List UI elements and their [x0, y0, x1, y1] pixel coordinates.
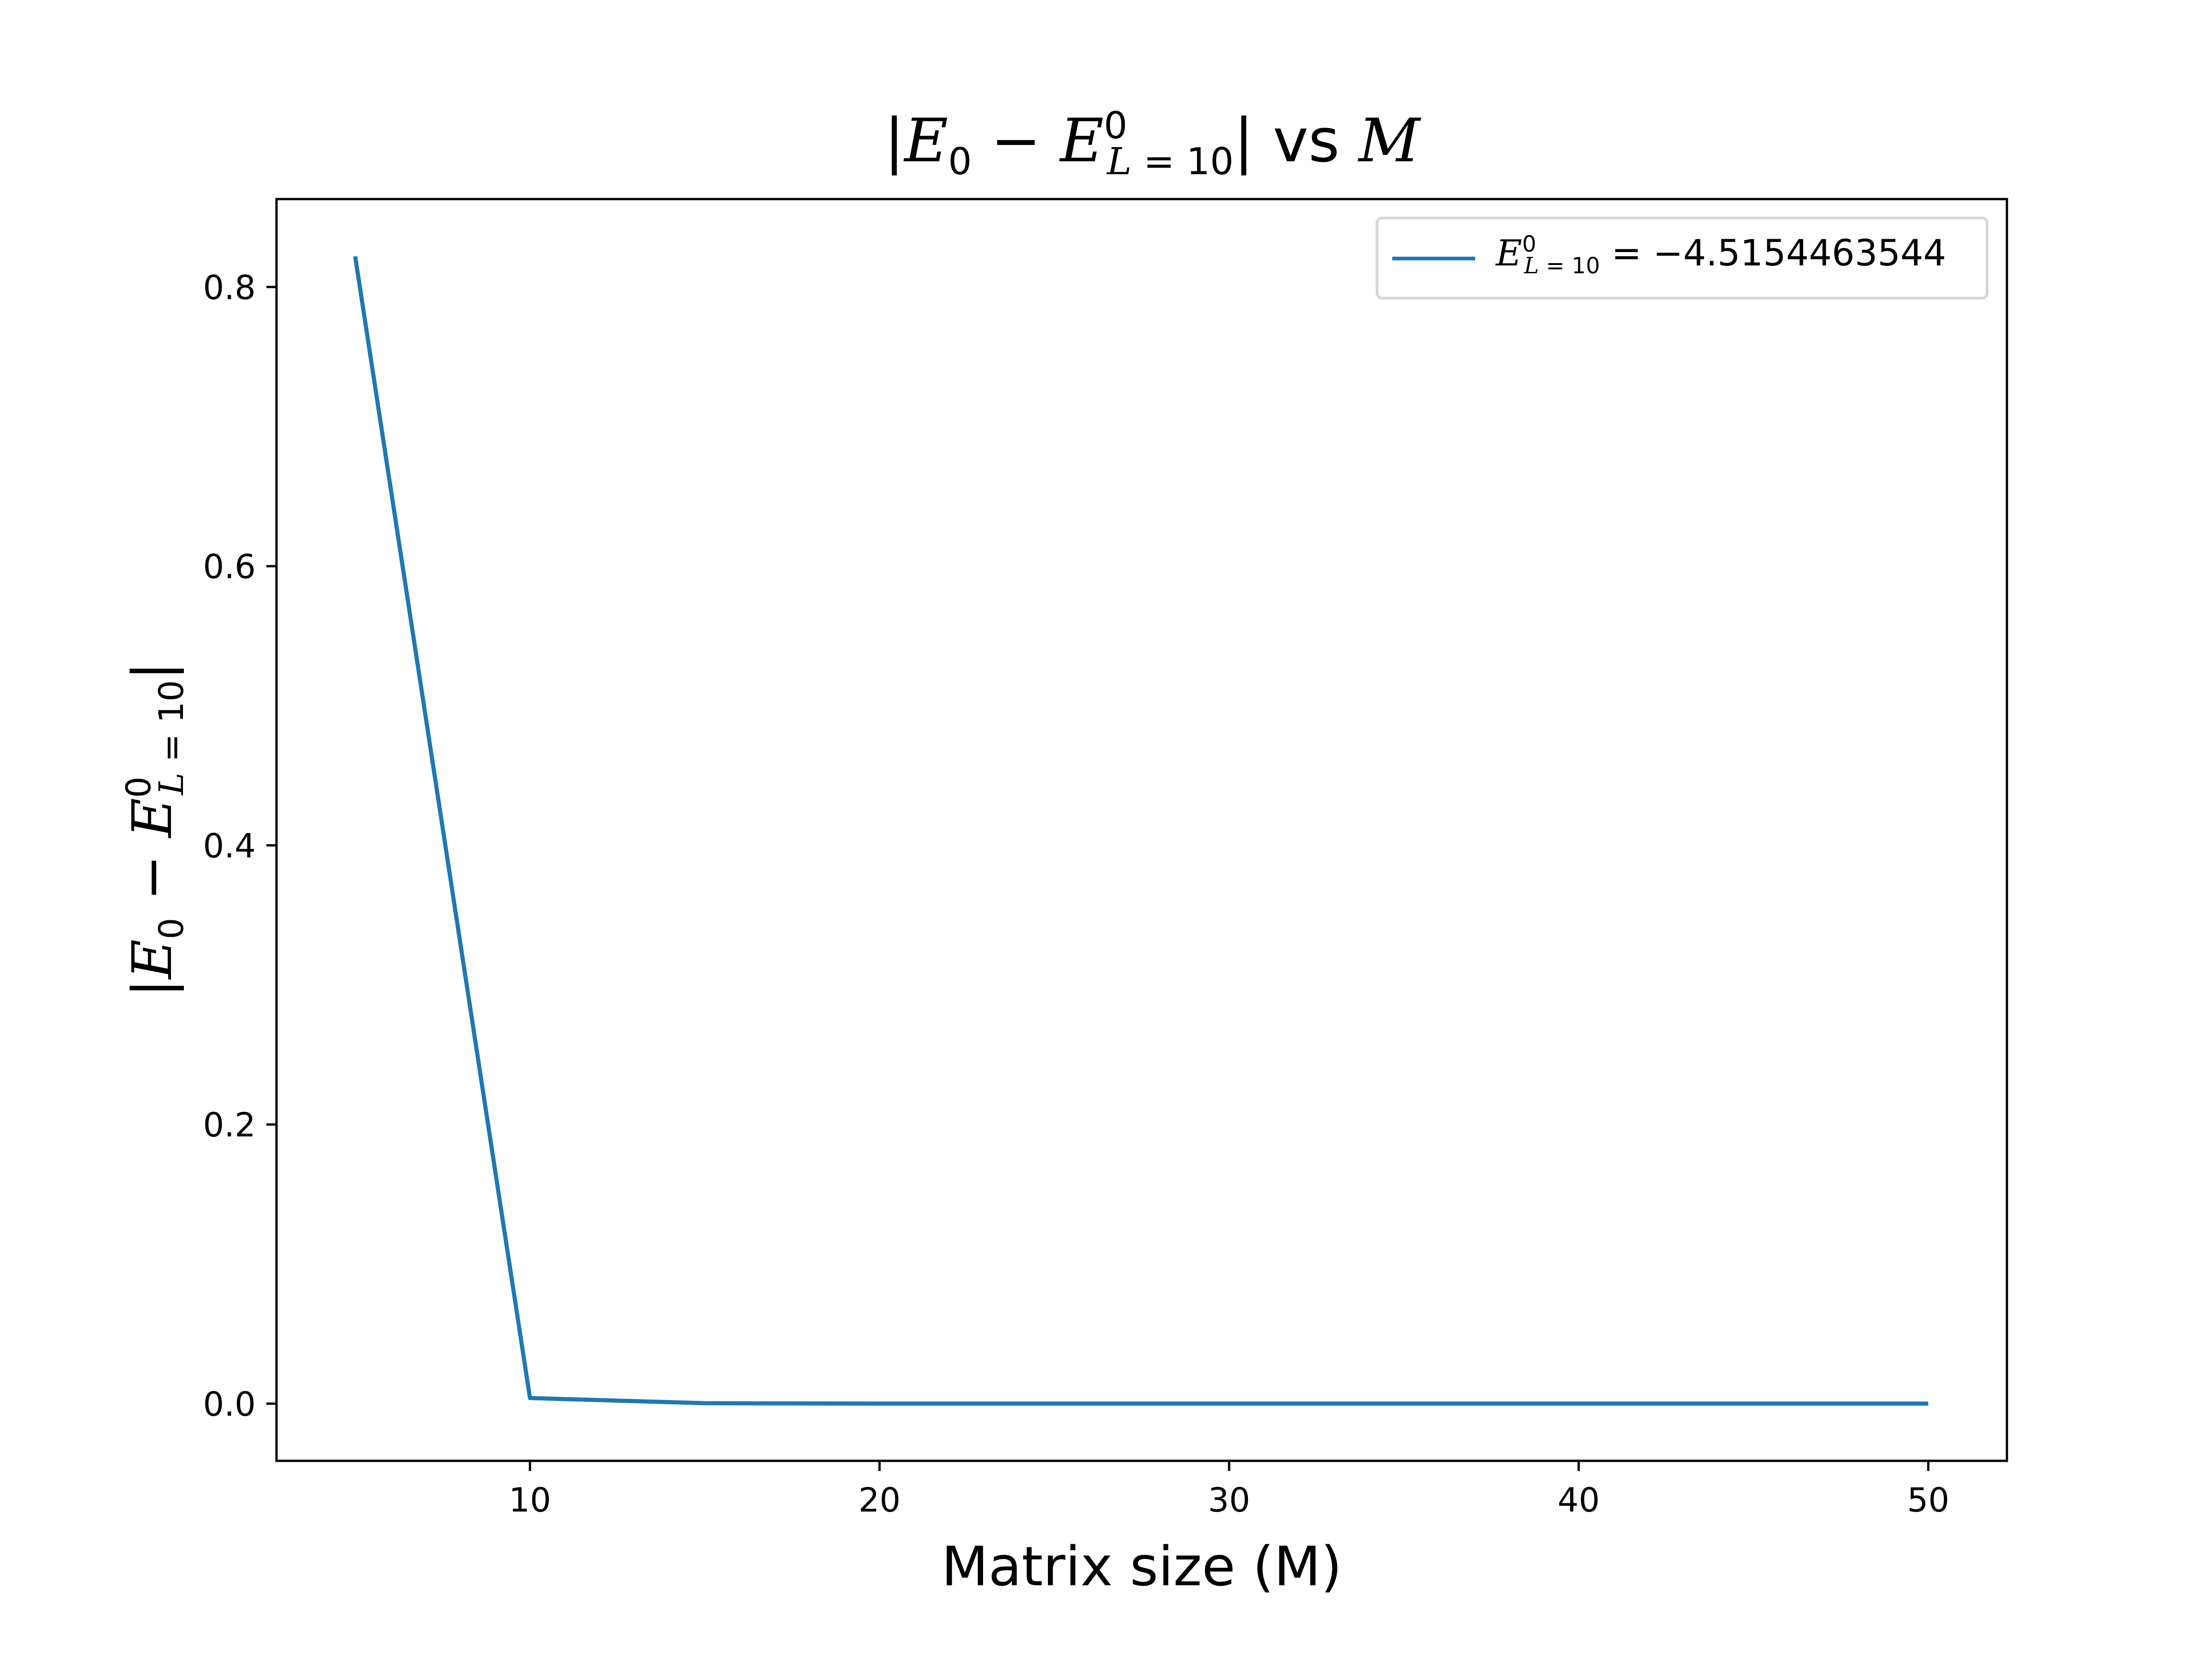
y-tick-label: 0.4 — [203, 826, 256, 865]
x-axis-label: Matrix size (M) — [941, 1535, 1342, 1598]
title-e2: E — [1060, 106, 1104, 176]
title-m: M — [1359, 106, 1420, 176]
axes-frame — [275, 198, 2008, 1462]
ylabel-sub-l-group: L = 10 — [152, 680, 191, 795]
y-tick-label: 0.2 — [203, 1106, 256, 1144]
legend-e: E — [1496, 233, 1522, 274]
x-tick-label: 10 — [509, 1481, 551, 1519]
chart-title: |E0 − E0L = 10| vs M — [276, 107, 2028, 181]
y-axis-label: |E0 − E0L = 10| — [119, 662, 191, 997]
legend-sub-group: L = 10 — [1524, 253, 1600, 279]
title-sub-zero: 0 — [948, 140, 972, 184]
ylabel-close-bar: | — [120, 661, 184, 680]
ticks-layer: 10 20 30 40 50 0.0 0.2 0.4 0.6 0.8 — [203, 268, 1949, 1519]
legend-line-swatch — [1392, 257, 1475, 260]
series-line-0 — [353, 256, 1929, 1406]
x-tick-label: 30 — [1208, 1481, 1250, 1519]
legend-label: E0L = 10 = −4.5154463544 — [1496, 233, 1947, 277]
title-supsub: 0L = 10 — [1104, 107, 1234, 181]
title-vs: vs — [1253, 106, 1359, 176]
title-sub-ten: 10 — [1186, 140, 1234, 184]
ylabel-sub-zero: 0 — [152, 918, 191, 940]
ylabel-e: E — [120, 939, 184, 979]
legend-sub-ten: 10 — [1571, 253, 1600, 279]
ylabel-e2: E — [120, 798, 184, 838]
plot-layer — [353, 256, 1929, 1406]
x-tick-label: 50 — [1907, 1481, 1950, 1519]
y-tick-label: 0.0 — [203, 1385, 256, 1424]
title-close-bar: | — [1234, 106, 1254, 176]
title-sub-l: L — [1107, 140, 1132, 184]
legend-sub-l: L — [1524, 253, 1539, 279]
ylabel-supsub: 0L = 10 — [119, 680, 191, 798]
legend-sup-zero: 0 — [1522, 231, 1536, 258]
title-sup-zero: 0 — [1104, 104, 1128, 148]
ylabel-sub-l: L — [152, 772, 191, 795]
ylabel-sub-eq: = — [152, 723, 191, 773]
ylabel-minus: − — [120, 855, 184, 901]
x-tick-label: 20 — [859, 1481, 901, 1519]
ylabel-sub-ten: 10 — [152, 680, 191, 723]
legend-eq: = — [1600, 233, 1653, 274]
ylabel-open-bar: | — [120, 979, 184, 998]
legend: E0L = 10 = −4.5154463544 — [1376, 217, 1988, 300]
legend-supsub: 0L = 10 — [1522, 233, 1600, 277]
title-sub-eq: = — [1131, 140, 1187, 184]
x-tick-label: 40 — [1558, 1481, 1600, 1519]
title-open-bar: | — [884, 106, 905, 176]
y-tick-label: 0.6 — [203, 547, 256, 586]
title-e: E — [904, 106, 948, 176]
legend-value: −4.5154463544 — [1653, 233, 1947, 274]
legend-sub-eq: = — [1539, 253, 1572, 279]
y-tick-label: 0.8 — [203, 268, 256, 307]
title-minus: − — [991, 106, 1041, 176]
title-sub-l-group: L = 10 — [1107, 140, 1234, 183]
